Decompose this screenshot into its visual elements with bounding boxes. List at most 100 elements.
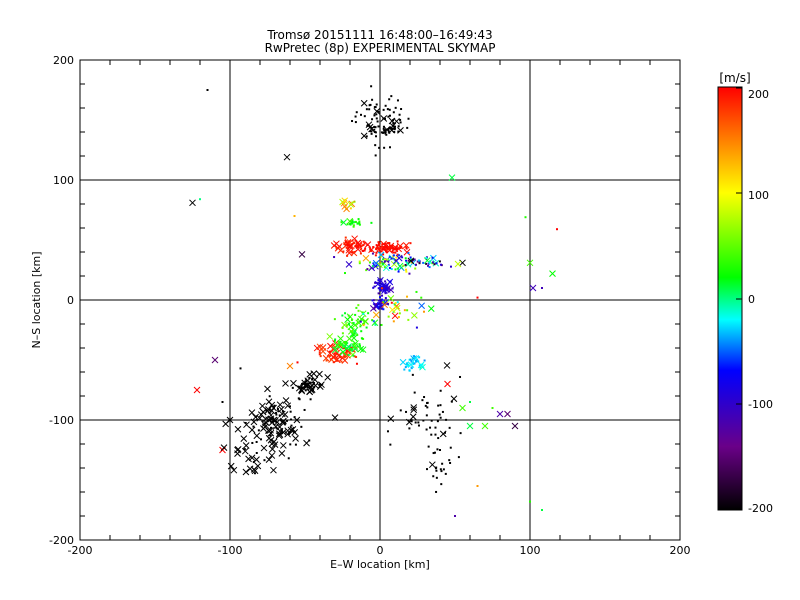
data-point-dot (371, 299, 374, 302)
data-point-dot (406, 309, 409, 312)
data-point-dot (358, 262, 361, 265)
data-point-dot (382, 308, 385, 311)
data-point-dot (421, 399, 424, 402)
data-point-dot (422, 310, 425, 313)
data-point-dot (423, 359, 426, 362)
data-point-dot (391, 247, 394, 250)
data-point-dot (435, 490, 438, 493)
data-point-cross (347, 327, 355, 335)
data-point-dot (450, 400, 453, 403)
data-point-dot (384, 104, 387, 107)
data-point-dot (333, 339, 336, 342)
data-point-dot (457, 456, 460, 459)
data-point-cross (428, 461, 436, 469)
data-point-dot (406, 364, 409, 367)
data-point-cross (260, 444, 268, 452)
data-point-cross (269, 445, 276, 453)
colorbar-tick-label: 200 (748, 88, 769, 101)
data-point-dot (379, 302, 382, 305)
data-point-dot (377, 287, 380, 290)
data-point-dot (406, 261, 409, 264)
data-point-cross (211, 356, 219, 364)
data-point-dot (312, 389, 315, 392)
data-point-dot (388, 255, 391, 258)
data-point-cross (311, 376, 319, 384)
data-point-dot (372, 262, 375, 265)
data-point-dot (491, 407, 494, 409)
data-point-dot (556, 228, 558, 231)
data-point-dot (386, 244, 389, 247)
data-point-dot (379, 246, 382, 249)
data-point-dot (377, 299, 380, 302)
data-point-dot (396, 247, 399, 250)
data-point-dot (381, 243, 384, 246)
colorbar-tick-label: -100 (748, 398, 773, 411)
data-point-dot (426, 401, 429, 404)
data-point-dot (443, 431, 446, 434)
data-point-dot (379, 305, 382, 308)
data-point-dot (368, 108, 371, 111)
data-point-cross (280, 417, 287, 425)
data-point-dot (541, 509, 543, 511)
data-point-dot (384, 297, 387, 300)
data-point-dot (355, 111, 358, 114)
data-point-dot (362, 244, 365, 247)
x-tick-label: -100 (218, 544, 243, 557)
x-tick-label: 100 (520, 544, 541, 557)
data-point-cross (402, 241, 410, 249)
data-point-cross (417, 361, 425, 369)
data-point-dot (387, 115, 390, 118)
data-point-cross (326, 333, 334, 340)
data-point-cross (388, 306, 396, 314)
data-point-dot (343, 243, 346, 246)
data-point-dot (418, 356, 421, 359)
data-point-dot (370, 221, 373, 224)
data-point-dot (311, 377, 314, 380)
data-point-cross (250, 418, 258, 426)
data-point-dot (408, 369, 411, 372)
data-point-dot (404, 366, 407, 369)
data-point-dot (380, 300, 383, 303)
data-point-dot (407, 117, 410, 120)
data-point-dot (382, 108, 385, 111)
data-point-cross (332, 346, 339, 354)
data-point-dot (427, 445, 430, 448)
data-point-dot (396, 240, 399, 243)
data-point-dot (333, 318, 336, 321)
data-point-dot (439, 389, 442, 392)
data-point-dot (401, 256, 404, 259)
data-point-dot (454, 515, 456, 517)
data-point-cross (360, 99, 368, 107)
y-tick-label: 100 (53, 174, 74, 187)
data-point-dot (415, 290, 418, 293)
data-point-dot (444, 472, 447, 475)
data-point-cross (459, 404, 466, 412)
data-point-dot (384, 242, 387, 245)
data-point-dot (328, 350, 331, 353)
data-point-dot (293, 416, 296, 419)
data-point-cross (481, 422, 489, 430)
data-point-dot (448, 426, 451, 429)
data-point-dot (334, 338, 337, 341)
data-point-cross (337, 335, 344, 342)
data-point-cross (287, 426, 295, 434)
data-point-dot (374, 131, 377, 134)
data-point-cross (346, 243, 354, 251)
data-point-dot (386, 430, 389, 433)
data-point-dot (381, 245, 384, 248)
data-point-dot (390, 268, 393, 271)
data-point-dot (383, 266, 386, 269)
data-point-cross (278, 450, 286, 457)
data-point-dot (359, 248, 362, 251)
data-point-cross (220, 444, 228, 451)
data-point-dot (419, 366, 422, 369)
data-point-dot (390, 127, 393, 130)
data-point-dot (363, 242, 366, 245)
data-point-cross (362, 254, 370, 262)
data-point-dot (393, 127, 396, 130)
data-marks (189, 85, 558, 517)
data-point-cross (253, 456, 260, 463)
data-point-dot (345, 246, 348, 249)
data-point-dot (270, 431, 273, 434)
data-point-dot (361, 337, 364, 340)
